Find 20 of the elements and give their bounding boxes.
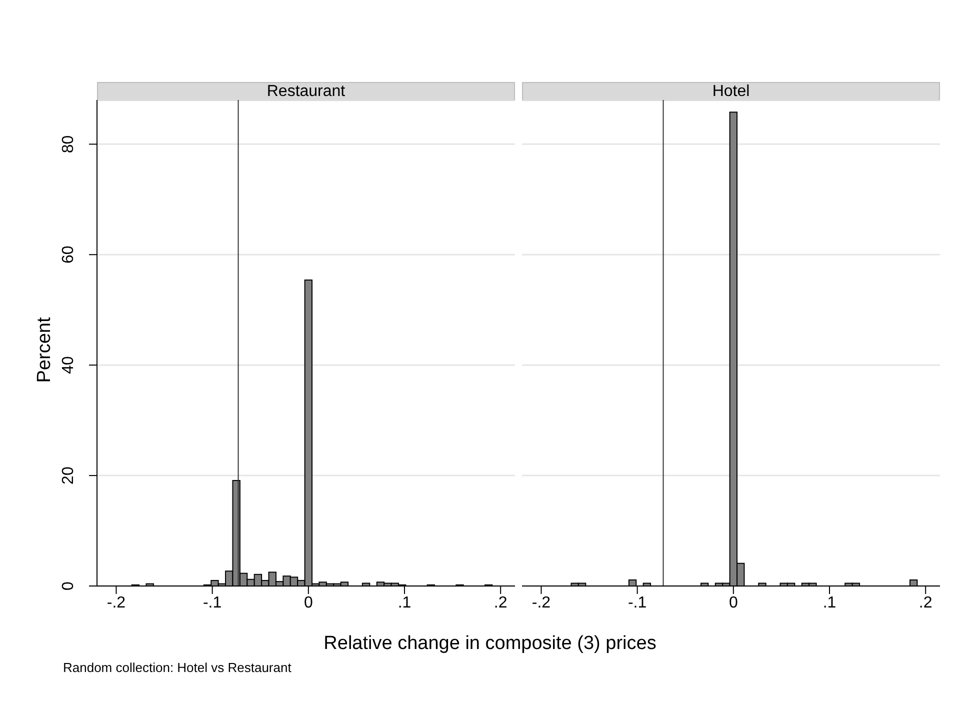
x-tick-label: -.1 xyxy=(628,594,647,612)
x-tick-label: .1 xyxy=(822,594,836,612)
y-tick-label: 80 xyxy=(60,135,77,154)
text: Random collection: Hotel vs Restaurant xyxy=(63,660,292,675)
x-tick-label: .2 xyxy=(918,594,932,612)
chart-title: Restaurant xyxy=(97,82,515,101)
x-tick-label: -.2 xyxy=(106,594,126,612)
x-tick-label: .1 xyxy=(398,594,412,612)
y-tick-label: 60 xyxy=(60,246,77,264)
x-tick-label: .2 xyxy=(494,594,508,612)
chart-title: Hotel xyxy=(522,82,940,101)
x-tick-label: -.1 xyxy=(202,594,222,612)
y-tick-label: 40 xyxy=(60,356,77,374)
y-tick-label: 20 xyxy=(60,466,77,484)
y-axis-title: Percent xyxy=(33,316,56,385)
y-tick-label: 0 xyxy=(60,581,77,590)
x-tick-label: 0 xyxy=(728,594,738,612)
x-axis-title: Relative change in composite (3) prices xyxy=(322,633,658,655)
x-tick-label: 0 xyxy=(304,594,313,612)
x-tick-label: -.2 xyxy=(532,594,551,612)
